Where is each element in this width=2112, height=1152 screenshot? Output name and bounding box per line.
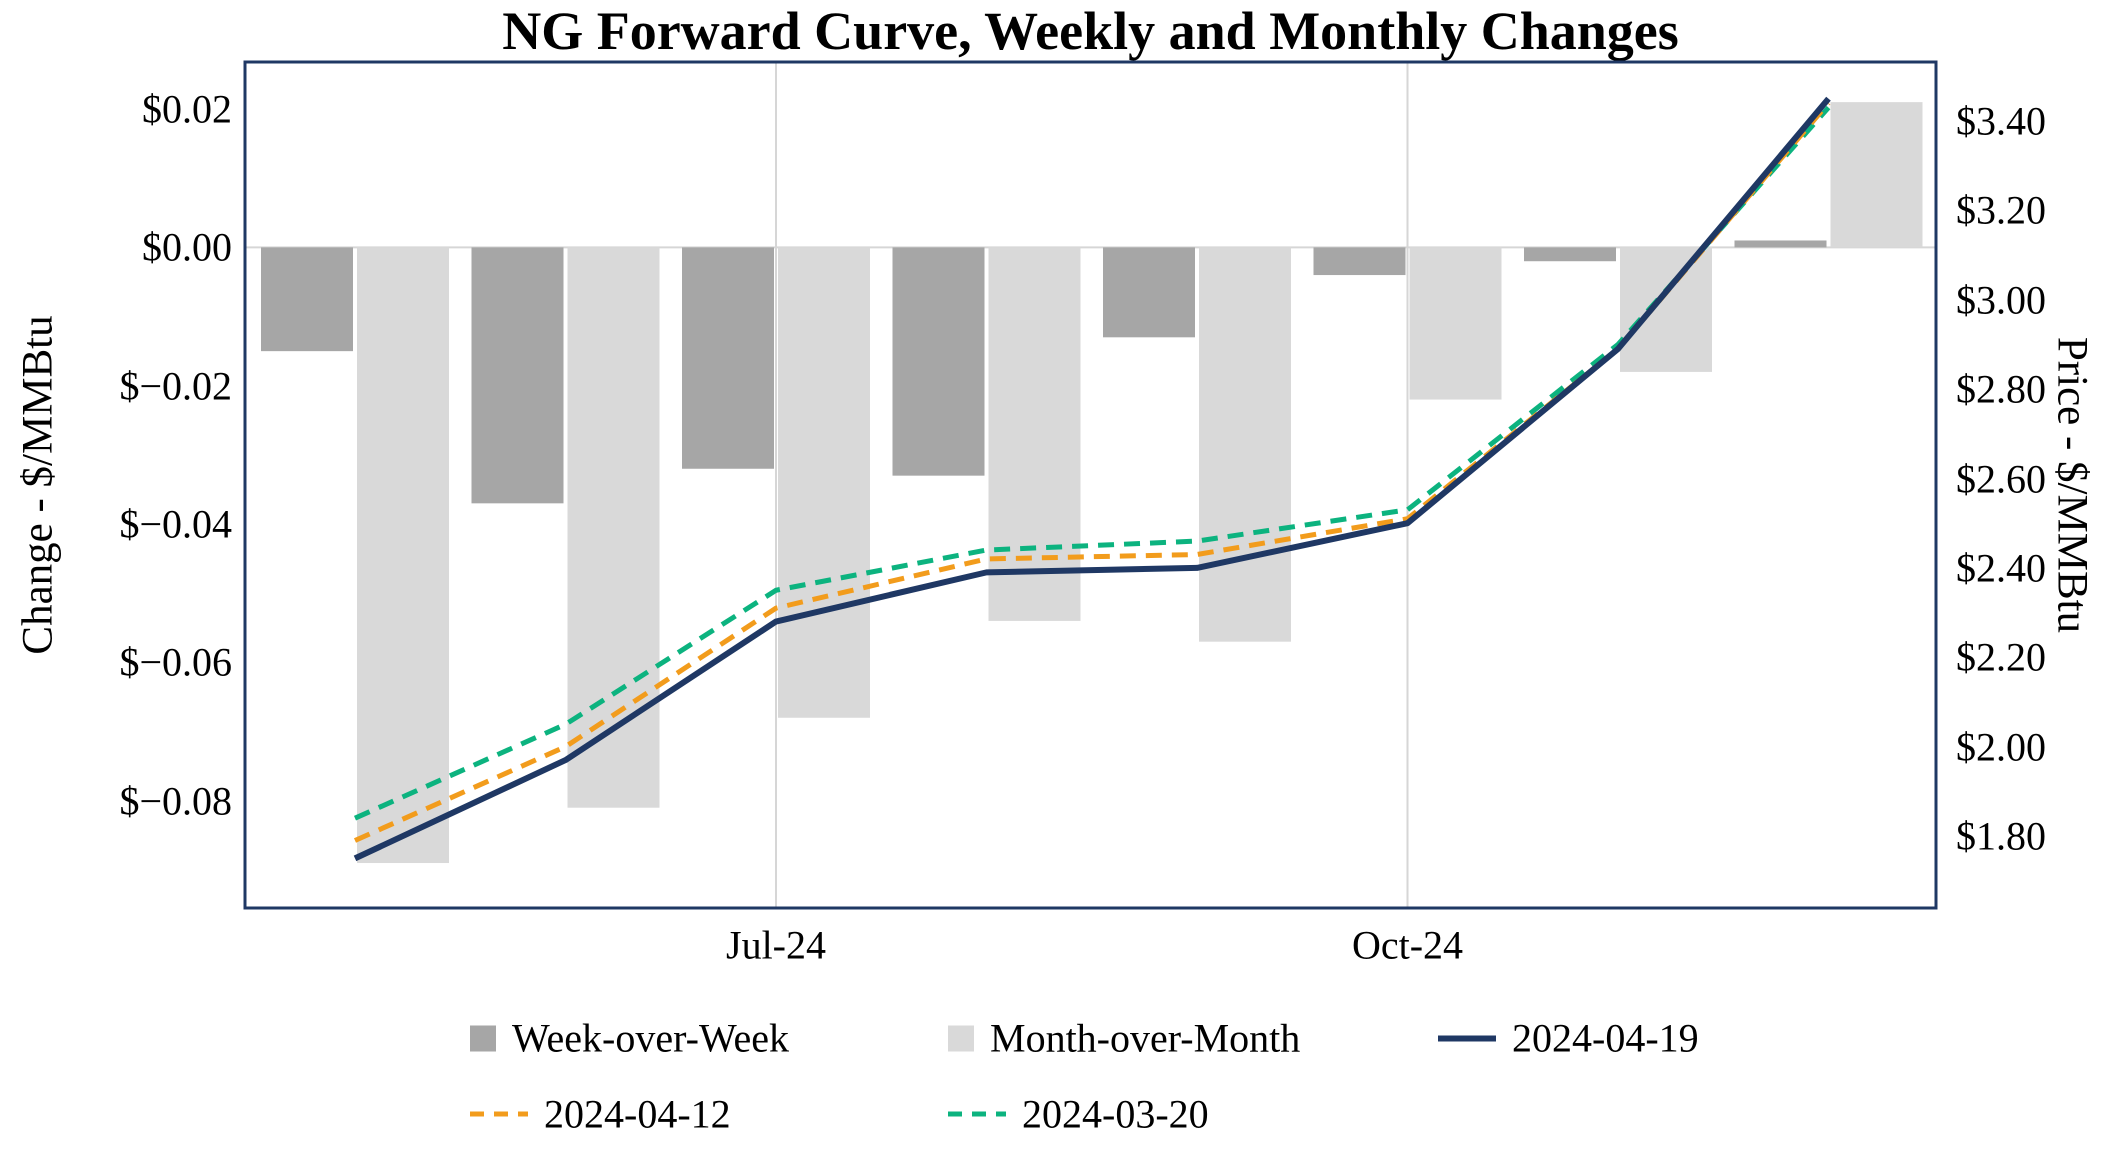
legend-line-2024-04-19 bbox=[1438, 1035, 1496, 1041]
legend-label-2024-03-20: 2024-03-20 bbox=[1022, 1091, 1209, 1137]
right-tick-1-80: $1.80 bbox=[1956, 813, 2046, 859]
bar-month-over-month-jul-24 bbox=[778, 247, 870, 718]
bar-week-over-week-dec-24 bbox=[1734, 240, 1827, 248]
line-2024-04-19 bbox=[353, 96, 1831, 862]
right-tick-3-40: $3.40 bbox=[1956, 98, 2046, 144]
legend-item-month-over-month: Month-over-Month bbox=[948, 1015, 1300, 1062]
bar-week-over-week-oct-24 bbox=[1313, 247, 1406, 276]
line-2024-03-20 bbox=[353, 105, 1831, 821]
left-tick-0-08: $−0.08 bbox=[119, 778, 232, 824]
bar-month-over-month-jun-24 bbox=[567, 247, 660, 808]
left-tick-0-00: $0.00 bbox=[142, 224, 232, 270]
chart-title: NG Forward Curve, Weekly and Monthly Cha… bbox=[502, 1, 1679, 61]
legend-swatch-month-over-month bbox=[948, 1025, 974, 1051]
bar-month-over-month-aug-24 bbox=[988, 247, 1081, 621]
legend-swatch-week-over-week bbox=[470, 1025, 496, 1051]
bar-week-over-week-aug-24 bbox=[892, 247, 985, 476]
legend-line-2024-04-12 bbox=[470, 1111, 528, 1117]
left-tick-0-02: $−0.02 bbox=[119, 363, 232, 409]
left-tick-0-04: $−0.04 bbox=[119, 501, 232, 547]
legend-item-2024-03-20: 2024-03-20 bbox=[948, 1091, 1209, 1138]
legend-line-2024-03-20 bbox=[948, 1111, 1006, 1117]
right-tick-3-00: $3.00 bbox=[1956, 277, 2046, 323]
bar-month-over-month-nov-24 bbox=[1620, 247, 1712, 372]
plot-border bbox=[243, 60, 1938, 910]
right-tick-2-20: $2.20 bbox=[1956, 634, 2046, 680]
bar-week-over-week-sep-24 bbox=[1103, 247, 1195, 338]
line-2024-04-12 bbox=[353, 101, 1831, 843]
right-tick-2-40: $2.40 bbox=[1956, 545, 2046, 591]
bar-week-over-week-jun-24 bbox=[471, 247, 564, 504]
bar-week-over-week-jul-24 bbox=[682, 247, 774, 469]
bar-week-over-week-nov-24 bbox=[1524, 247, 1616, 262]
legend-label-2024-04-12: 2024-04-12 bbox=[544, 1091, 731, 1137]
right-tick-3-20: $3.20 bbox=[1956, 187, 2046, 233]
x-tick-oct-24: Oct-24 bbox=[1351, 922, 1464, 968]
right-tick-2-80: $2.80 bbox=[1956, 366, 2046, 412]
bar-week-over-week-may-24 bbox=[261, 247, 353, 352]
legend-item-2024-04-19: 2024-04-19 bbox=[1438, 1015, 1699, 1062]
left-tick-0-06: $−0.06 bbox=[119, 639, 232, 685]
legend-item-2024-04-12: 2024-04-12 bbox=[470, 1091, 731, 1138]
legend-label-month-over-month: Month-over-Month bbox=[990, 1015, 1301, 1061]
legend-label-2024-04-19: 2024-04-19 bbox=[1512, 1015, 1699, 1061]
bar-month-over-month-may-24 bbox=[357, 247, 449, 864]
left-tick-0-02: $0.02 bbox=[142, 86, 232, 132]
x-tick-jul-24: Jul-24 bbox=[726, 922, 826, 968]
legend-label-week-over-week: Week-over-Week bbox=[512, 1015, 790, 1061]
bar-month-over-month-sep-24 bbox=[1199, 247, 1291, 642]
right-tick-2-60: $2.60 bbox=[1956, 456, 2046, 502]
bar-month-over-month-oct-24 bbox=[1409, 247, 1502, 400]
bar-month-over-month-dec-24 bbox=[1830, 102, 1923, 248]
legend-item-week-over-week: Week-over-Week bbox=[470, 1015, 789, 1062]
right-tick-2-00: $2.00 bbox=[1956, 724, 2046, 770]
